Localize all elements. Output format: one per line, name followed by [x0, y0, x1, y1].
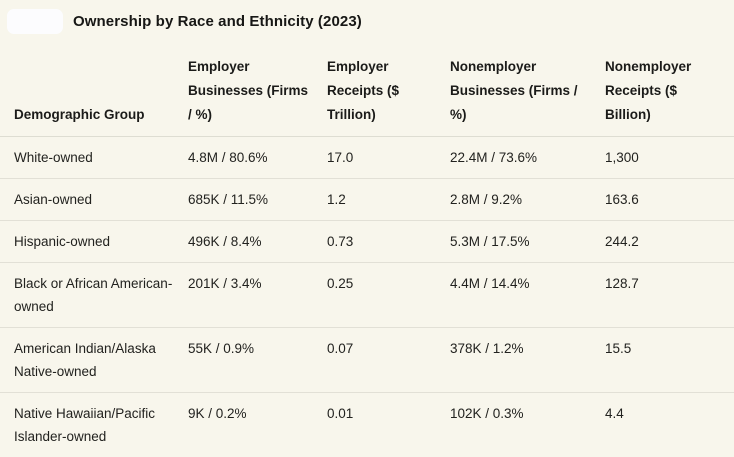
value-cell: 5.3M / 17.5% — [450, 221, 605, 263]
value-cell: 163.6 — [605, 179, 734, 221]
value-cell: 22.4M / 73.6% — [450, 137, 605, 179]
demographic-group-cell: Native Hawaiian/Pacific Islander-owned — [0, 393, 188, 457]
value-cell: 4.8M / 80.6% — [188, 137, 327, 179]
value-cell: 102K / 0.3% — [450, 393, 605, 457]
value-cell: 1,300 — [605, 137, 734, 179]
value-cell: 55K / 0.9% — [188, 328, 327, 393]
value-cell: 496K / 8.4% — [188, 221, 327, 263]
value-cell: 15.5 — [605, 328, 734, 393]
value-cell: 0.25 — [327, 263, 450, 328]
value-cell: 378K / 1.2% — [450, 328, 605, 393]
value-cell: 0.07 — [327, 328, 450, 393]
value-cell: 685K / 11.5% — [188, 179, 327, 221]
column-header: Demographic Group — [0, 46, 188, 137]
demographic-group-cell: Hispanic-owned — [0, 221, 188, 263]
value-cell: 1.2 — [327, 179, 450, 221]
demographic-group-cell: Asian-owned — [0, 179, 188, 221]
highlight-chip — [7, 9, 63, 34]
value-cell: 0.73 — [327, 221, 450, 263]
value-cell: 0.01 — [327, 393, 450, 457]
column-header: Nonemployer Businesses (Firms / %) — [450, 46, 605, 137]
demographic-group-cell: White-owned — [0, 137, 188, 179]
value-cell: 17.0 — [327, 137, 450, 179]
demographic-group-cell: American Indian/Alaska Native-owned — [0, 328, 188, 393]
value-cell: 201K / 3.4% — [188, 263, 327, 328]
title-bar: Ownership by Race and Ethnicity (2023) — [0, 0, 734, 34]
page-title: Ownership by Race and Ethnicity (2023) — [73, 13, 362, 30]
demographic-group-cell: Black or African American-owned — [0, 263, 188, 328]
column-header: Employer Businesses (Firms / %) — [188, 46, 327, 137]
value-cell: 244.2 — [605, 221, 734, 263]
value-cell: 128.7 — [605, 263, 734, 328]
value-cell: 4.4M / 14.4% — [450, 263, 605, 328]
column-header: Nonemployer Receipts ($ Billion) — [605, 46, 734, 137]
column-header: Employer Receipts ($ Trillion) — [327, 46, 450, 137]
value-cell: 4.4 — [605, 393, 734, 457]
value-cell: 2.8M / 9.2% — [450, 179, 605, 221]
value-cell: 9K / 0.2% — [188, 393, 327, 457]
